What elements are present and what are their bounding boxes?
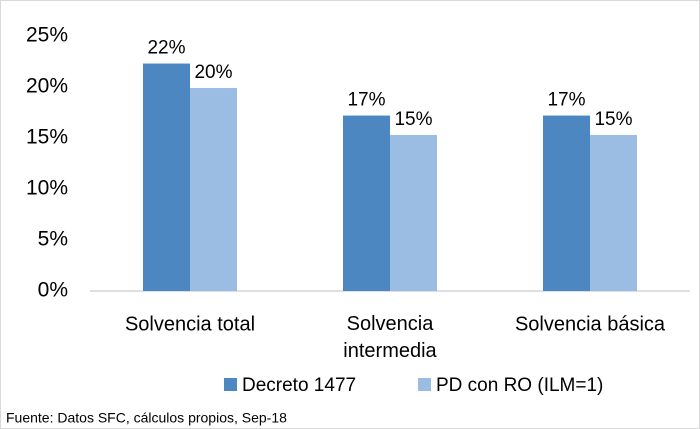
y-tick-label: 25% [26,24,68,47]
data-label: 17% [547,90,585,111]
bar [343,115,390,291]
data-label: 15% [394,109,432,130]
data-label: 15% [594,109,632,130]
y-tick-label: 5% [38,228,68,251]
bar [143,63,190,291]
x-tick-label: Solvencia total [125,313,255,335]
bar [543,115,590,291]
footnote: Fuente: Datos SFC, cálculos propios, Sep… [6,410,287,426]
legend-swatch [224,378,237,391]
legend-swatch [418,378,431,391]
data-label: 17% [347,90,385,111]
legend-label: PD con RO (ILM=1) [436,375,603,396]
x-tick-label: Solvencia básica [515,313,666,335]
y-tick-label: 0% [38,279,68,302]
bar [590,134,637,291]
y-tick-label: 10% [26,177,68,200]
data-label: 20% [194,62,232,83]
data-label: 22% [147,38,185,59]
bar [190,88,237,292]
y-tick-label: 15% [26,126,68,149]
bar [390,134,437,291]
x-tick-label: Solvencia intermedia [343,313,437,362]
y-tick-label: 20% [26,75,68,98]
legend-label: Decreto 1477 [242,375,356,396]
